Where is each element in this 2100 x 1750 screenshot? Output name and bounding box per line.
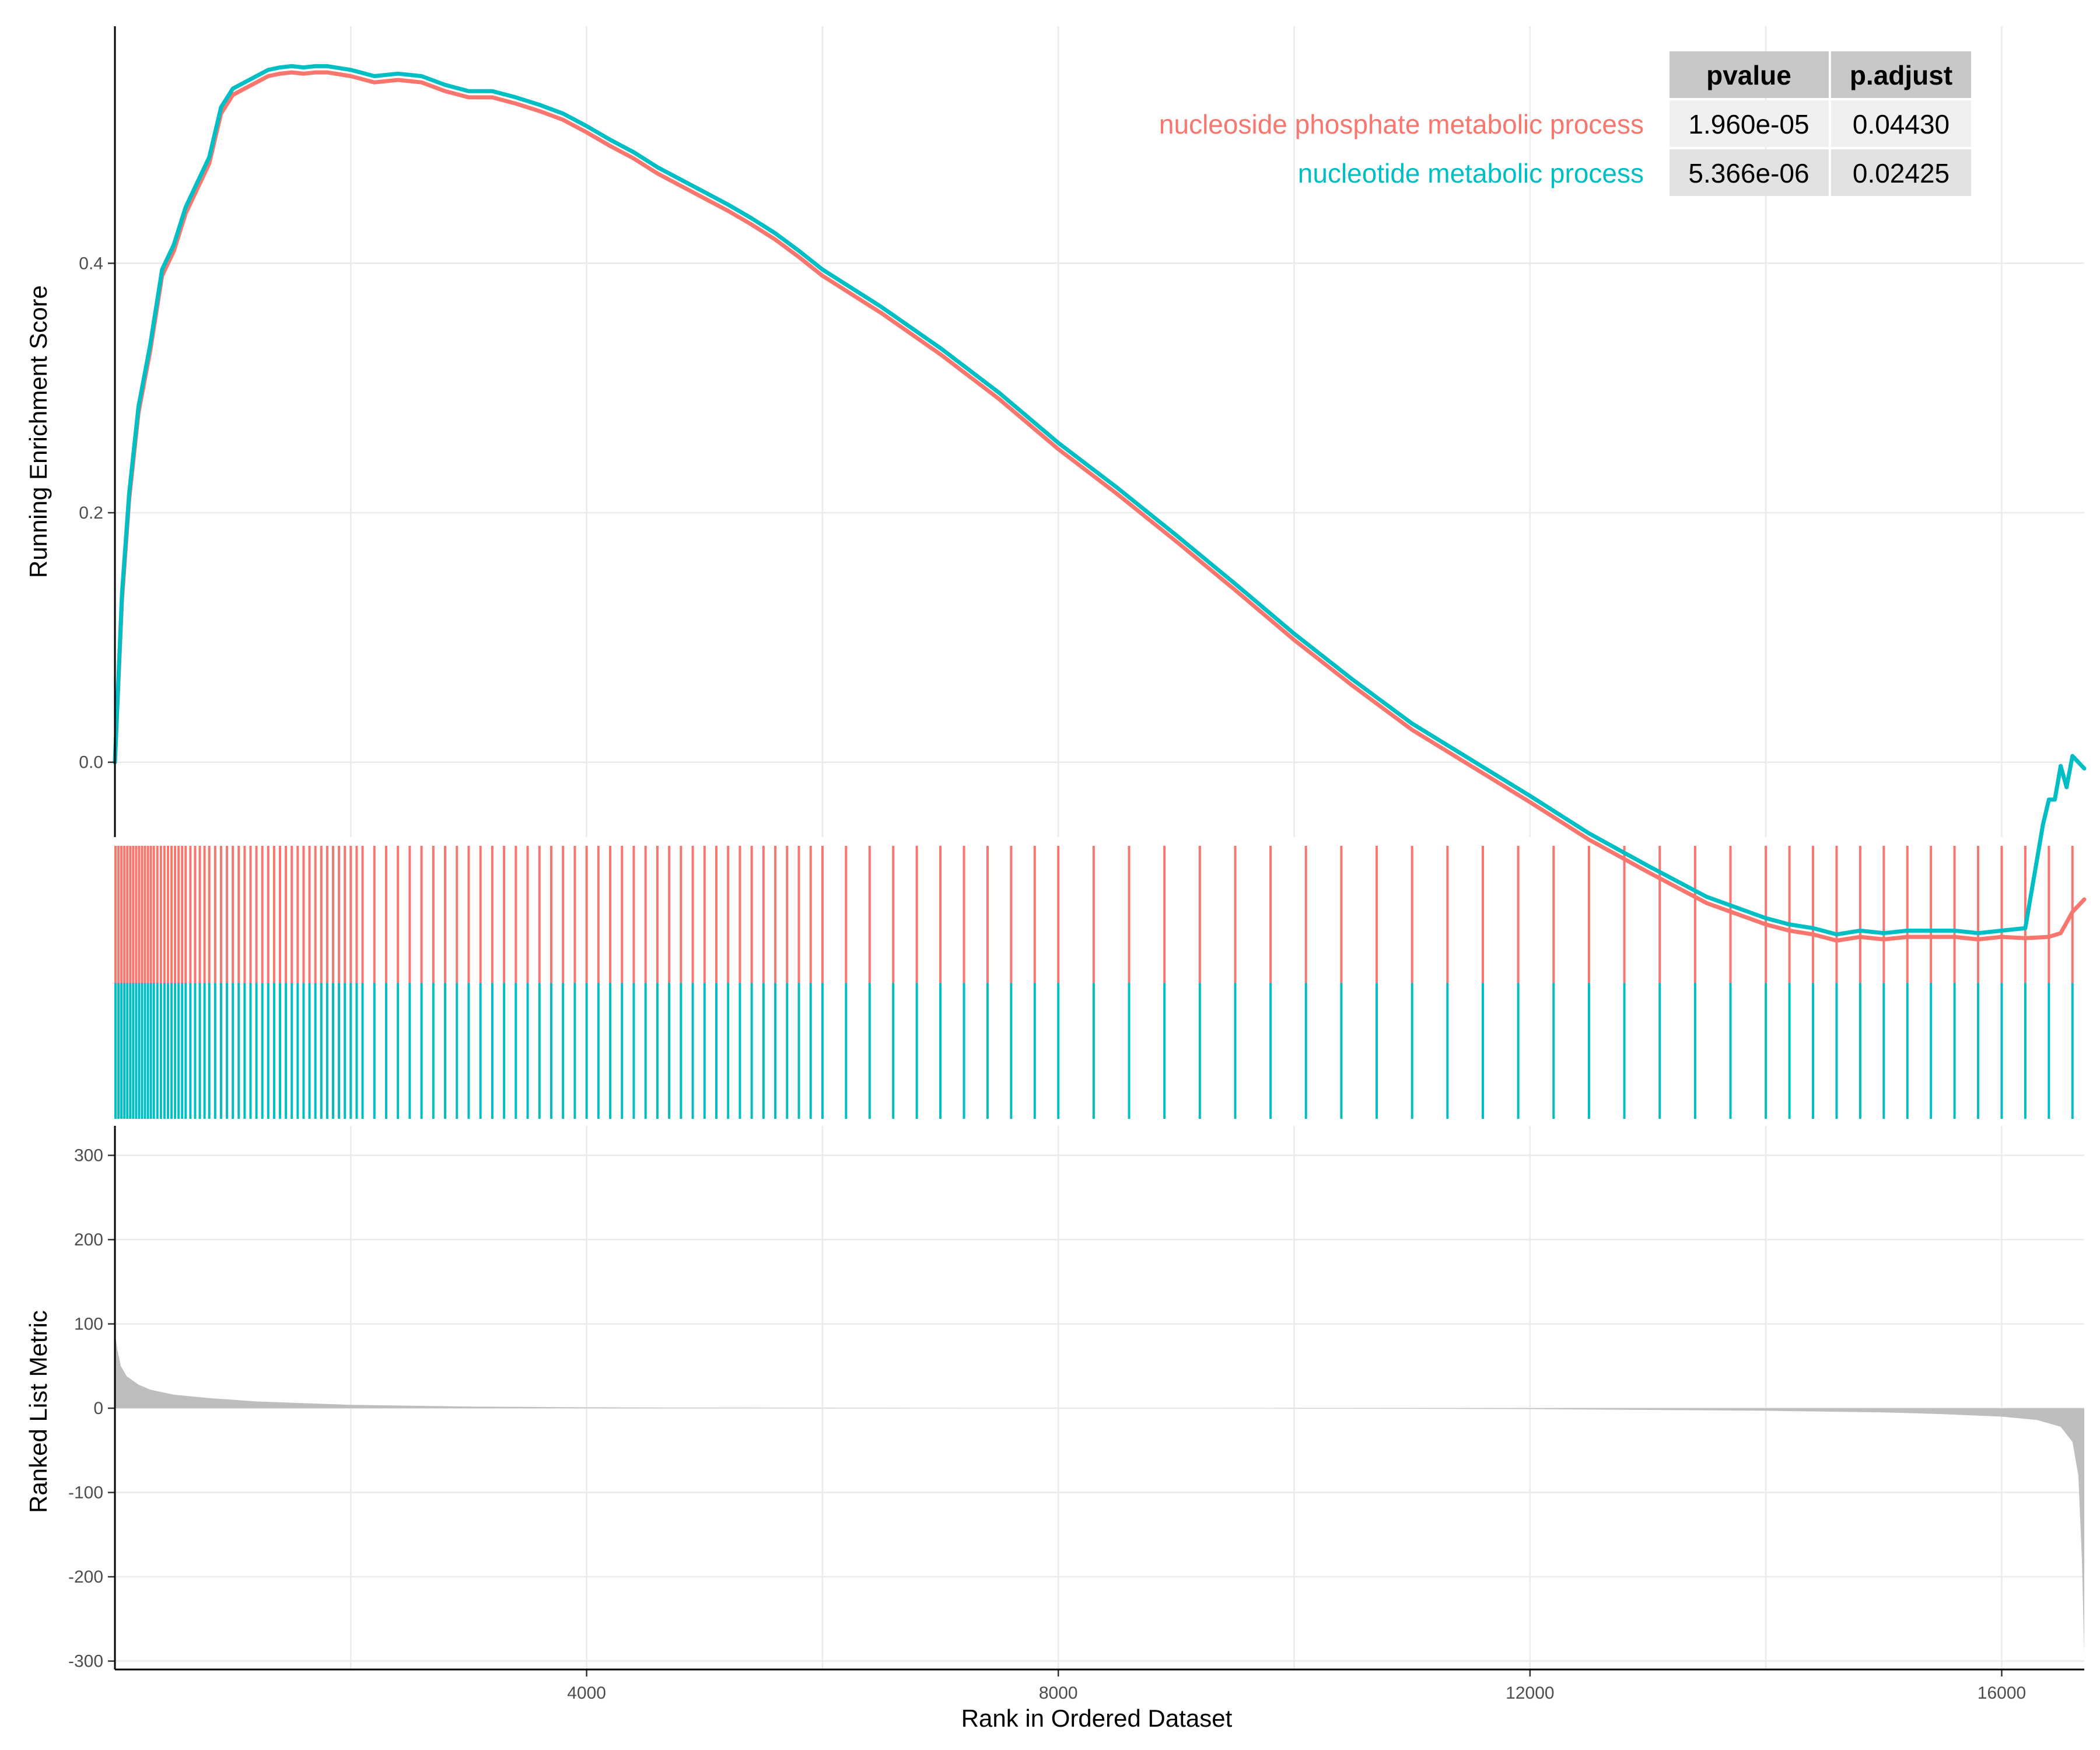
rank-y-tick-label: 300 <box>74 1146 103 1166</box>
table-row1-bg-padjust <box>1831 100 1971 147</box>
axes-layer: 0.0 0.2 0.4 300 200 100 0 -100 -200 -300 4000 8000 1… <box>68 26 2084 1703</box>
grid-layer <box>115 26 2084 1670</box>
table-header-padjust: p.adjust <box>1850 60 1952 90</box>
table-header-pvalue: pvalue <box>1706 60 1791 90</box>
x-tick-label: 4000 <box>567 1684 606 1703</box>
rank-y-tick-label: -100 <box>68 1483 103 1503</box>
table-cell-padjust-row2: 0.02425 <box>1853 158 1950 188</box>
es-y-tick-label: 0.2 <box>79 503 103 523</box>
x-tick-label: 16000 <box>1978 1684 2026 1703</box>
rank-y-axis-title: Ranked List Metric <box>24 1310 52 1513</box>
rank-y-tick-label: -300 <box>68 1652 103 1671</box>
enrichment-score-lines <box>113 64 2087 943</box>
legend-label-nucleoside-phosphate: nucleoside phosphate metabolic process <box>1159 109 1644 139</box>
es-y-tick-label: 0.4 <box>79 254 103 273</box>
rank-y-tick-label: 200 <box>74 1230 103 1250</box>
es-y-tick-label: 0.0 <box>79 753 103 772</box>
legend-table: pvalue p.adjust nucleoside phosphate met… <box>1159 51 1971 196</box>
gene-hit-barcode <box>114 846 2074 1119</box>
es-y-axis-title: Running Enrichment Score <box>24 285 52 578</box>
es-line-nucleoside-phosphate <box>113 70 2087 943</box>
rank-y-tick-label: 0 <box>93 1399 103 1418</box>
table-row2-bg-pvalue <box>1670 149 1829 196</box>
table-cell-pvalue-row2: 5.366e-06 <box>1688 158 1809 188</box>
x-tick-label: 8000 <box>1039 1684 1078 1703</box>
table-header-bg-padjust <box>1831 51 1971 98</box>
x-tick-label: 12000 <box>1506 1684 1554 1703</box>
x-axis-title: Rank in Ordered Dataset <box>961 1704 1233 1732</box>
table-header-bg-pvalue <box>1670 51 1829 98</box>
legend-label-nucleotide: nucleotide metabolic process <box>1298 158 1644 188</box>
table-row1-bg-pvalue <box>1670 100 1829 147</box>
es-line-nucleotide <box>113 64 2087 937</box>
table-row2-bg-padjust <box>1831 149 1971 196</box>
rank-y-tick-label: 100 <box>74 1315 103 1334</box>
table-cell-pvalue-row1: 1.960e-05 <box>1688 109 1809 139</box>
table-cell-padjust-row1: 0.04430 <box>1853 109 1950 139</box>
rank-y-tick-label: -200 <box>68 1567 103 1587</box>
